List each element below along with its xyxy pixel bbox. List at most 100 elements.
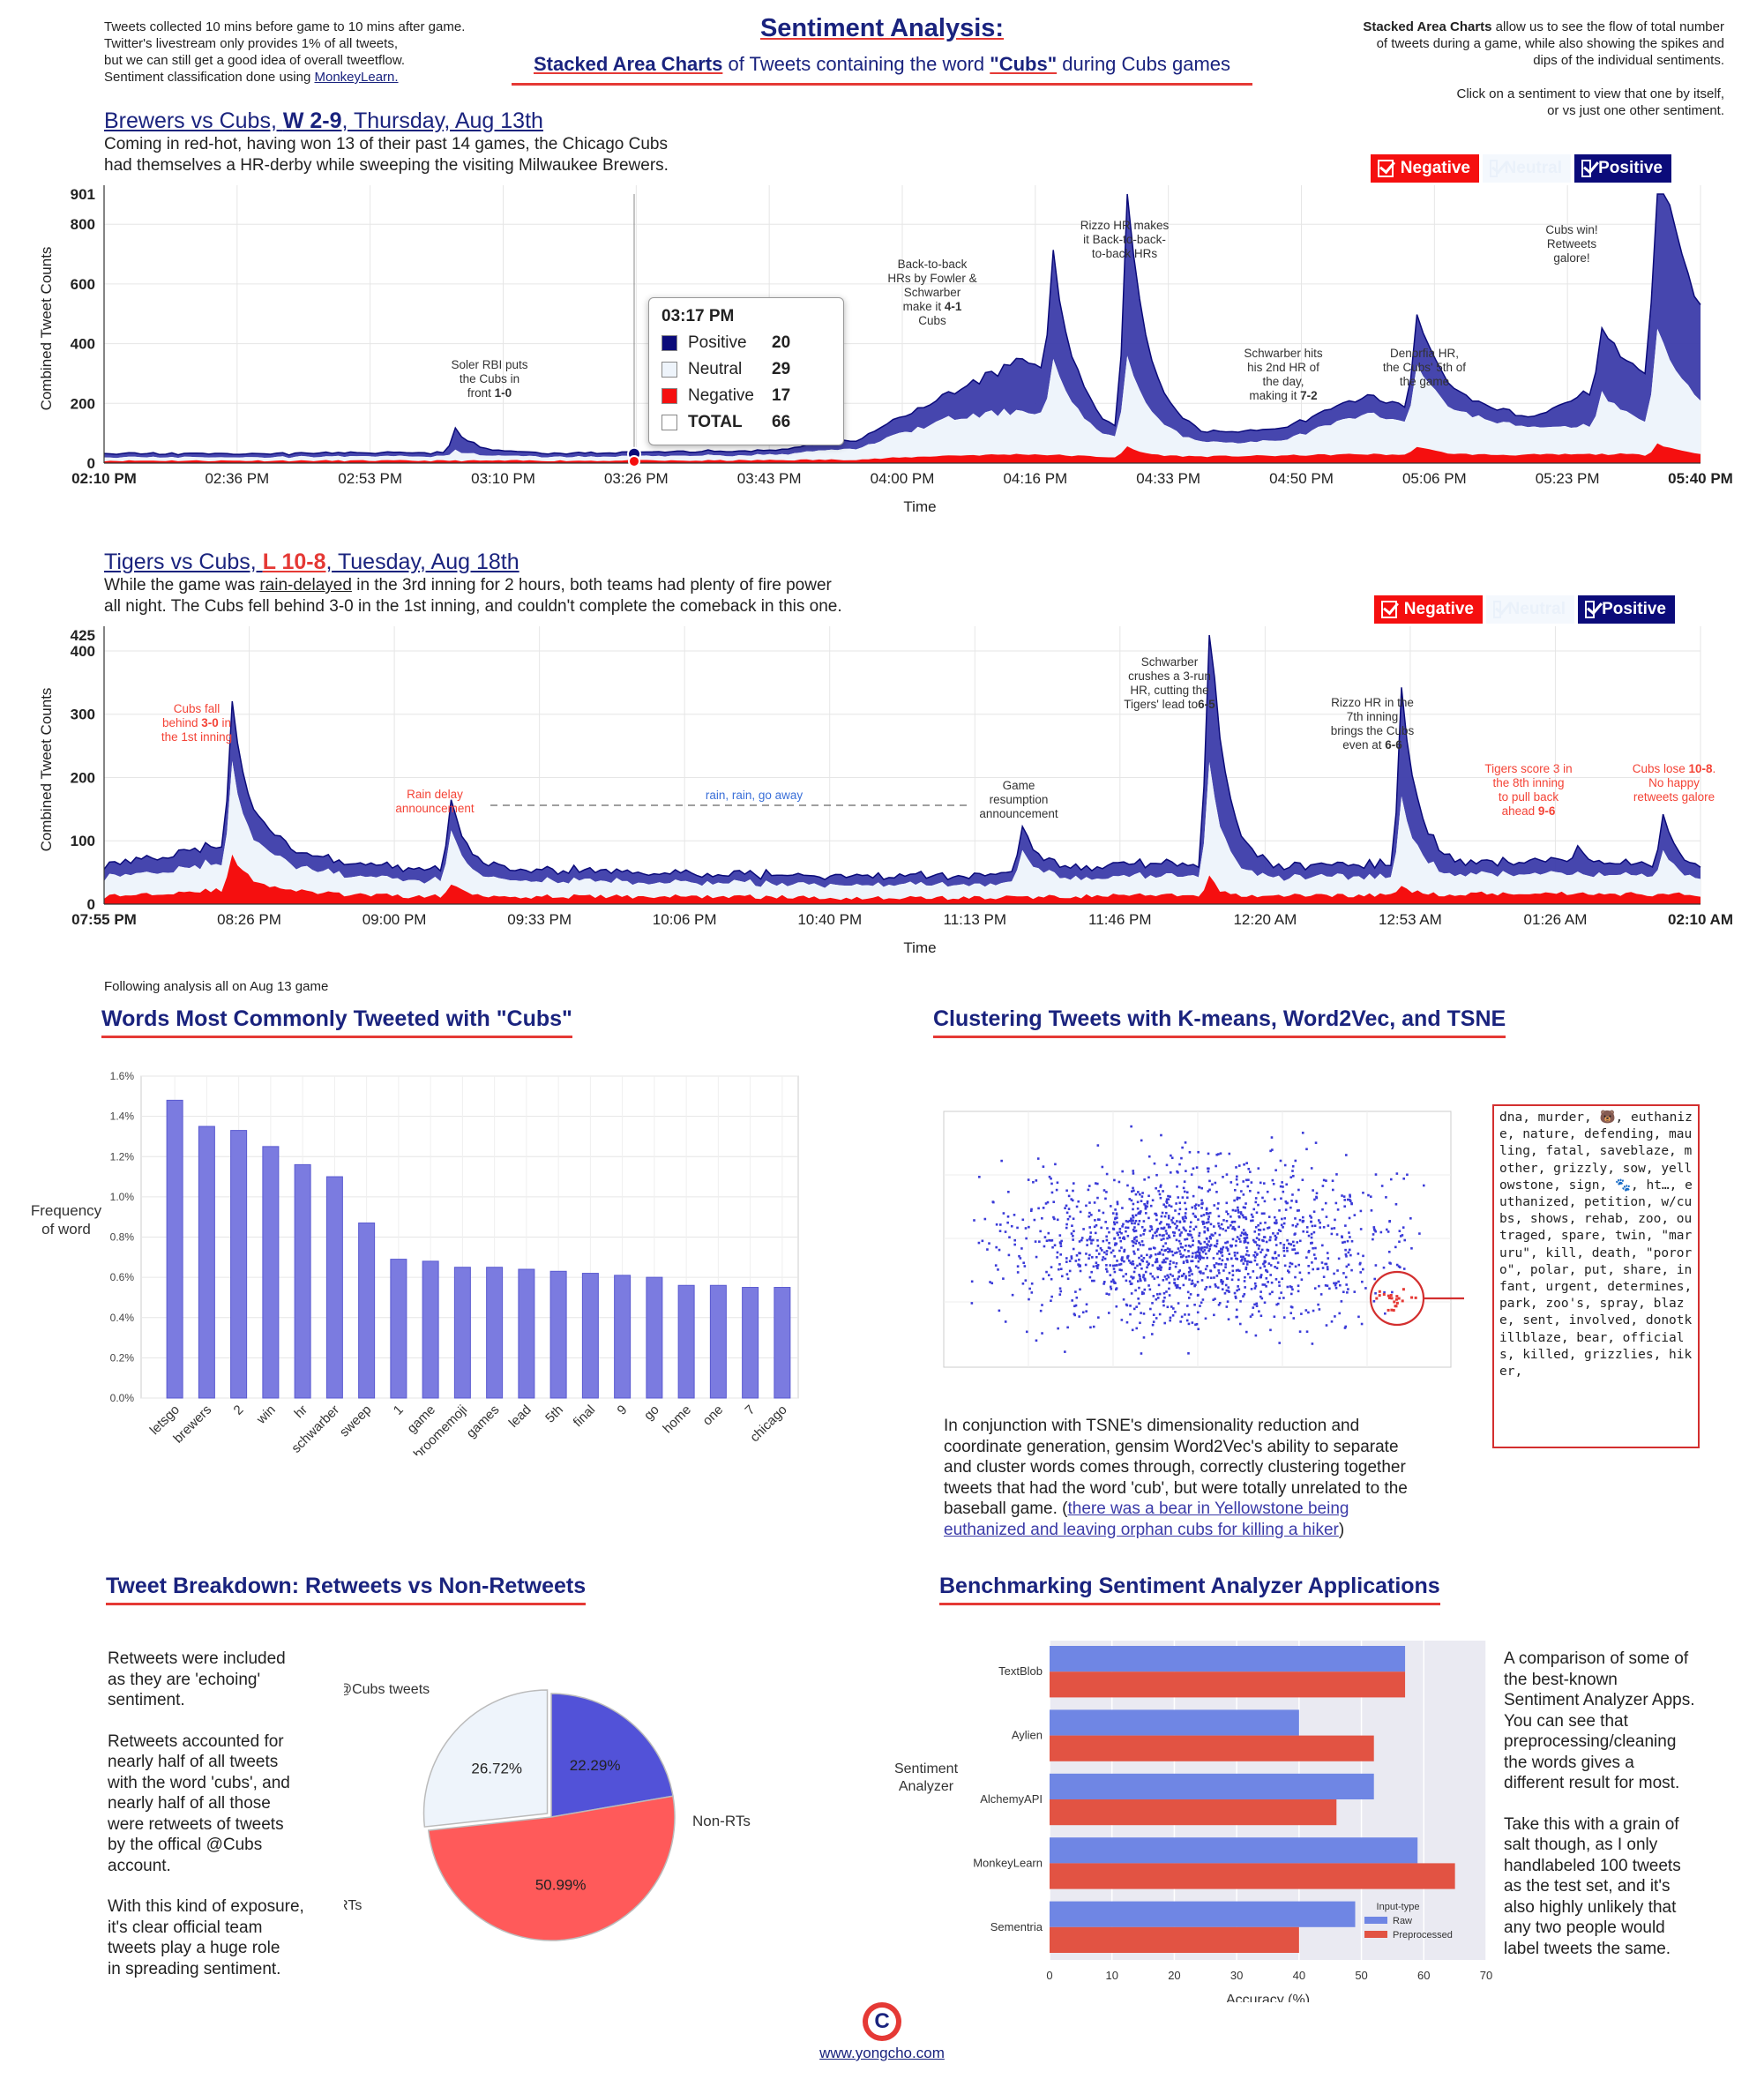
tsne-point bbox=[1212, 1234, 1215, 1237]
tsne-point bbox=[1275, 1267, 1279, 1270]
tsne-point bbox=[1185, 1191, 1189, 1194]
tsne-point bbox=[1122, 1298, 1125, 1301]
tsne-point bbox=[1079, 1265, 1081, 1268]
negative-area[interactable] bbox=[104, 443, 1700, 463]
game1-legend-negative[interactable]: Negative bbox=[1371, 154, 1479, 183]
tsne-point bbox=[1187, 1250, 1190, 1253]
tsne-point bbox=[1309, 1215, 1312, 1217]
tsne-point bbox=[1243, 1163, 1245, 1166]
tsne-point bbox=[1237, 1164, 1241, 1167]
game1-legend-neutral[interactable]: Neutral bbox=[1483, 154, 1571, 183]
negative-area[interactable] bbox=[104, 854, 1700, 904]
neutral-area[interactable] bbox=[104, 760, 1700, 901]
tsne-point bbox=[1271, 1178, 1274, 1182]
tsne-point bbox=[1185, 1229, 1187, 1232]
tsne-point bbox=[1089, 1326, 1092, 1329]
annotation-line: the day, bbox=[1262, 375, 1304, 388]
tooltip-label: TOTAL bbox=[688, 413, 743, 431]
tsne-point bbox=[1328, 1287, 1331, 1290]
tsne-point bbox=[1139, 1275, 1141, 1278]
game2-title-link[interactable]: Tigers vs Cubs, bbox=[104, 550, 263, 574]
bear-story-link-2[interactable]: euthanized and leaving orphan cubs for k… bbox=[944, 1520, 1339, 1539]
tsne-point bbox=[1188, 1274, 1191, 1277]
tsne-point bbox=[1321, 1208, 1324, 1211]
tsne-point bbox=[1207, 1190, 1210, 1193]
tsne-point bbox=[1131, 1239, 1134, 1243]
game2-date[interactable]: , Tuesday, Aug 18th bbox=[325, 550, 519, 574]
x-tick-label: 01:26 AM bbox=[1524, 911, 1588, 928]
tsne-point bbox=[1170, 1219, 1173, 1222]
tsne-point bbox=[1259, 1222, 1262, 1225]
tsne-point bbox=[1197, 1240, 1200, 1243]
tsne-point bbox=[1179, 1253, 1182, 1255]
game2-result[interactable]: L 10-8 bbox=[262, 550, 326, 574]
tsne-point bbox=[1041, 1332, 1043, 1335]
tsne-point bbox=[1147, 1194, 1150, 1198]
tsne-point bbox=[1252, 1238, 1255, 1242]
tsne-point bbox=[1219, 1152, 1222, 1155]
word-bar bbox=[677, 1284, 695, 1399]
pie-slice bbox=[422, 1689, 549, 1828]
tsne-point bbox=[1274, 1278, 1278, 1281]
footer-link[interactable]: www.yongcho.com bbox=[819, 2045, 945, 2061]
tsne-point bbox=[1226, 1257, 1229, 1260]
game1-result[interactable]: W 2-9 bbox=[282, 108, 342, 133]
tsne-point bbox=[1119, 1262, 1123, 1266]
tsne-point bbox=[1242, 1262, 1245, 1265]
tsne-point bbox=[1125, 1230, 1127, 1233]
annotation-line: Tigers score 3 in bbox=[1484, 762, 1572, 775]
word-bar bbox=[581, 1273, 599, 1399]
game2-legend-positive[interactable]: Positive bbox=[1578, 595, 1675, 624]
tsne-point bbox=[1302, 1219, 1305, 1223]
tsne-point bbox=[1322, 1275, 1326, 1278]
tsne-point bbox=[1288, 1271, 1290, 1274]
tsne-point bbox=[1147, 1263, 1150, 1267]
tsne-point bbox=[1243, 1241, 1246, 1244]
game1-legend-positive[interactable]: Positive bbox=[1574, 154, 1671, 183]
tsne-point bbox=[1208, 1179, 1211, 1183]
tsne-point bbox=[1038, 1240, 1041, 1243]
tsne-point bbox=[1181, 1255, 1184, 1259]
bear-story-link[interactable]: there was a bear in Yellowstone being bbox=[1067, 1499, 1349, 1518]
tsne-point bbox=[1036, 1157, 1040, 1160]
tsne-point bbox=[1347, 1288, 1349, 1290]
cluster-word-list: dna, murder, 🐻, euthanize, nature, defen… bbox=[1492, 1104, 1700, 1448]
tsne-point bbox=[1172, 1234, 1176, 1238]
tsne-point bbox=[1135, 1305, 1138, 1308]
legend-swatch-raw bbox=[1364, 1917, 1387, 1924]
tsne-point bbox=[1029, 1209, 1033, 1213]
tsne-point bbox=[1030, 1291, 1034, 1294]
tsne-point bbox=[1324, 1262, 1327, 1266]
tsne-point bbox=[1146, 1205, 1148, 1208]
tsne-point bbox=[1208, 1188, 1211, 1192]
tsne-point bbox=[1307, 1264, 1310, 1268]
tsne-point bbox=[1305, 1148, 1308, 1151]
game2-legend-neutral[interactable]: Neutral bbox=[1486, 595, 1574, 624]
neutral-area[interactable] bbox=[104, 328, 1700, 462]
tsne-point bbox=[1380, 1185, 1384, 1187]
game1-title-link[interactable]: Brewers vs Cubs, bbox=[104, 108, 283, 133]
tsne-point bbox=[1095, 1261, 1098, 1264]
tsne-point bbox=[1249, 1189, 1252, 1193]
tsne-point bbox=[1140, 1290, 1144, 1294]
tsne-point bbox=[1349, 1195, 1351, 1198]
tsne-point bbox=[1330, 1320, 1334, 1323]
y-axis-title: Sentiment bbox=[894, 1761, 959, 1776]
game2-legend-negative[interactable]: Negative bbox=[1374, 595, 1483, 624]
tsne-point bbox=[1142, 1312, 1146, 1315]
rain-delayed-link[interactable]: rain-delayed bbox=[259, 576, 352, 595]
positive-area[interactable] bbox=[104, 635, 1700, 888]
game1-date[interactable]: , Thursday, Aug 13th bbox=[341, 108, 543, 133]
tsne-point bbox=[1379, 1230, 1383, 1234]
tsne-point bbox=[1166, 1247, 1170, 1250]
tsne-point bbox=[1254, 1200, 1258, 1204]
tsne-point bbox=[1134, 1230, 1138, 1232]
monkeylearn-link[interactable]: MonkeyLearn. bbox=[314, 70, 399, 85]
tsne-point bbox=[1184, 1238, 1186, 1241]
tsne-point bbox=[1298, 1239, 1302, 1243]
tsne-point bbox=[1002, 1277, 1005, 1280]
tsne-point bbox=[1139, 1244, 1142, 1246]
y-tick-label: 300 bbox=[71, 707, 95, 723]
